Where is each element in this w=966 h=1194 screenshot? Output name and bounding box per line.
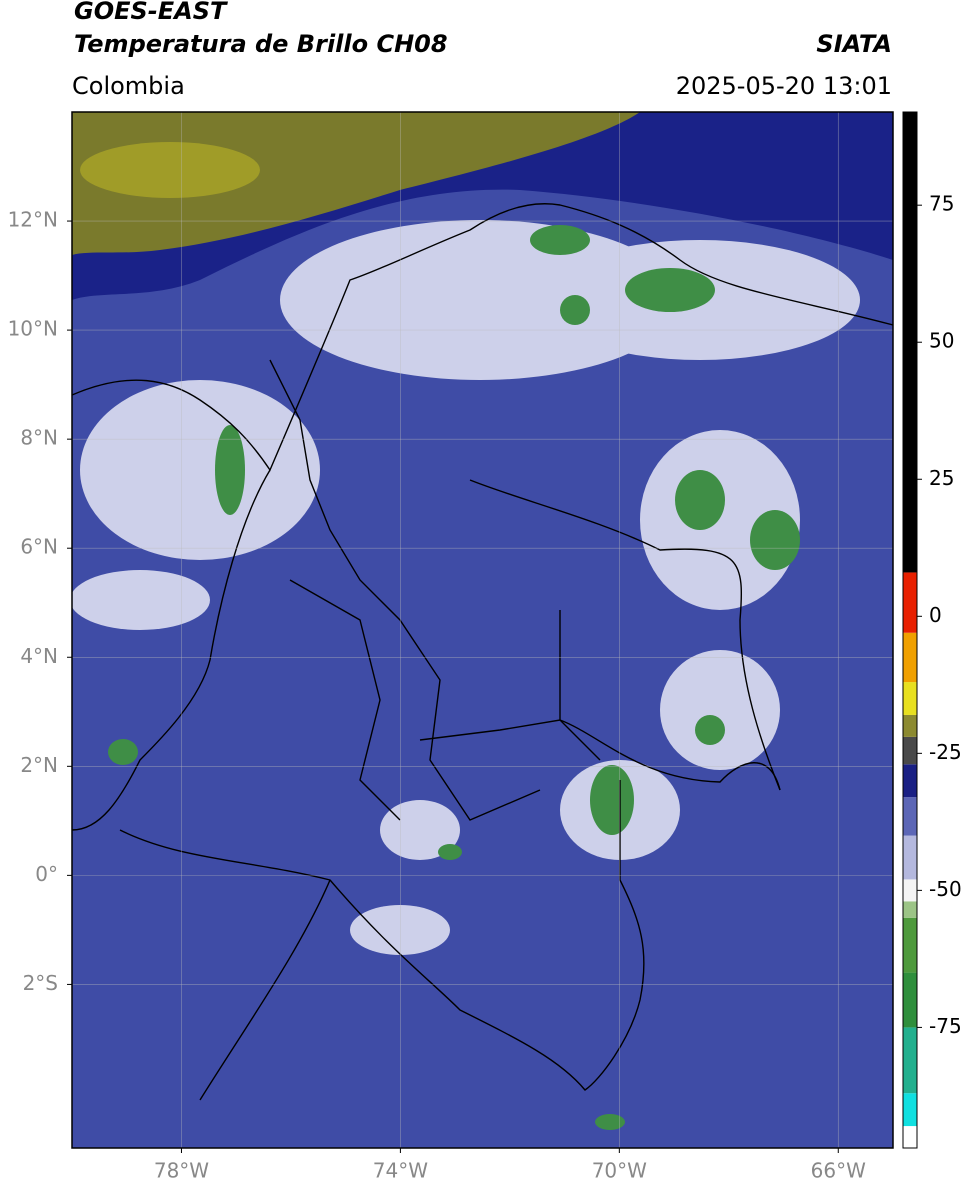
x-tick-label: 66°W [811,1159,866,1183]
colorbar-segment [903,1027,917,1094]
y-tick-label: 4°N [20,644,58,668]
source: SIATA [816,30,892,58]
colorbar-tick-label: -75 [929,1014,962,1038]
title: GOES-EAST [74,0,228,25]
colorbar-segment [903,714,917,737]
colorbar-segment [903,797,917,836]
colorbar-segment [903,972,917,1028]
colorbar-tick-label: -25 [929,740,962,764]
y-tick-label: 6°N [20,535,58,559]
colorbar-segment [903,917,917,973]
subtitle: Temperatura de Brillo CH08 [74,30,448,58]
colorbar-segment [903,736,917,765]
colorbar-segment [903,835,917,880]
x-tick-label: 74°W [373,1159,428,1183]
colorbar-tick-label: 50 [929,329,954,353]
colorbar-segment [903,632,917,683]
colorbar-tick-label: 75 [929,192,954,216]
y-tick-label: 10°N [8,317,58,341]
colorbar-segment [903,112,917,573]
map-frame [71,111,894,1149]
y-tick-label: 2°S [23,971,58,995]
colorbar-segment [903,879,917,902]
colorbar-tick-label: 0 [929,603,942,627]
datetime: 2025-05-20 13:01 [676,72,892,100]
y-tick-label: 8°N [20,426,58,450]
region: Colombia [72,72,185,100]
x-tick-label: 70°W [592,1159,647,1183]
colorbar-tick-label: -50 [929,877,962,901]
colorbar-frame [902,111,918,1149]
colorbar-segment [903,1093,917,1127]
y-tick-label: 2°N [20,753,58,777]
y-tick-label: 0° [35,862,58,886]
colorbar-segment [903,682,917,715]
colorbar-segment [903,1126,917,1148]
colorbar-segment [903,764,917,798]
x-tick-label: 78°W [154,1159,209,1183]
satellite-image [72,112,893,1148]
colorbar-segment [903,901,917,918]
colorbar-segment [903,572,917,633]
y-tick-label: 12°N [8,208,58,232]
colorbar-tick-label: 25 [929,466,954,490]
